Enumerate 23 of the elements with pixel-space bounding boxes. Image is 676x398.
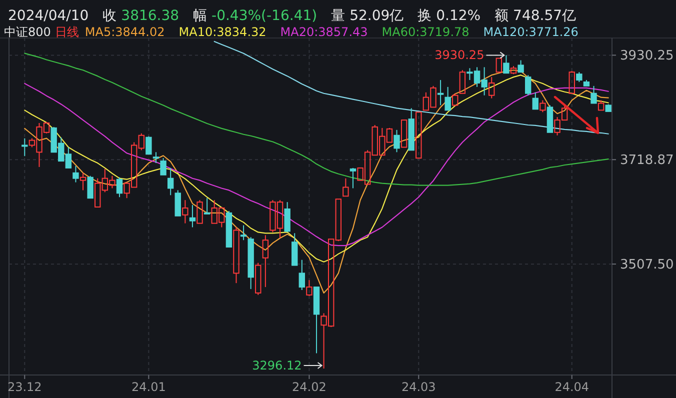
y-tick-label: 3930.25 [620, 48, 674, 64]
text: 日线 [54, 25, 79, 39]
text: 换 0.12% [418, 8, 481, 24]
chart-title: 2024/04/10 [8, 8, 89, 24]
y-tick-label: 3718.87 [620, 153, 674, 168]
y-tick-label: 3507.50 [620, 258, 674, 273]
legend-title: 中证800 [4, 25, 51, 39]
annotation: 3930.25 [434, 48, 484, 62]
text: MA60:3719.78 [382, 25, 470, 39]
text: 量 52.09亿 [331, 8, 404, 24]
text: 幅 -0.43%(-16.41) [193, 8, 318, 24]
x-tick-label: 24.02 [292, 380, 326, 394]
annotation: 3296.12 [252, 358, 302, 373]
x-tick-label: 23.12 [7, 380, 42, 394]
text: 收 3816.38 [102, 8, 180, 24]
x-tick-label: 24.03 [401, 380, 436, 394]
text: MA5:3844.02 [84, 25, 165, 39]
text: 额 748.57亿 [494, 8, 576, 24]
text: MA120:3771.26 [483, 25, 578, 39]
x-tick-label: 24.04 [554, 380, 590, 394]
x-tick-label: 24.01 [132, 380, 166, 394]
text: MA10:3834.32 [178, 25, 266, 39]
text: MA20:3857.43 [280, 25, 368, 39]
